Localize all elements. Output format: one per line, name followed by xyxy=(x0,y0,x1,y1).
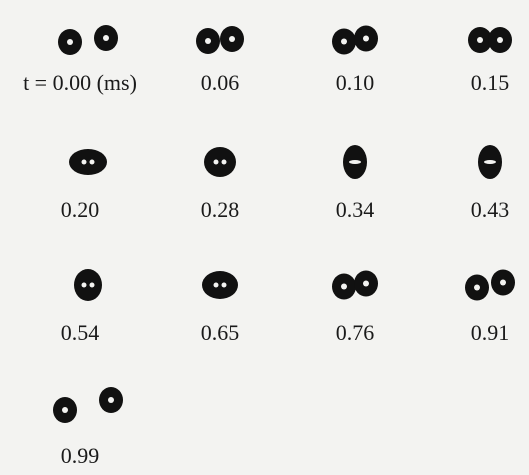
droplet-highlight xyxy=(90,160,95,165)
droplet-highlight xyxy=(229,36,235,42)
droplet-highlight xyxy=(349,160,361,164)
droplet-highlight xyxy=(477,37,483,43)
droplet-highlight xyxy=(108,397,114,403)
time-label: 0.06 xyxy=(201,70,240,95)
merged-droplet xyxy=(204,147,236,177)
droplet-highlight xyxy=(205,38,211,44)
droplet-highlight xyxy=(222,283,227,288)
droplet-highlight xyxy=(341,39,347,45)
time-label: 0.65 xyxy=(201,320,240,345)
droplet-highlight xyxy=(474,285,480,291)
droplet-highlight xyxy=(484,160,496,164)
merged-droplet xyxy=(74,269,102,301)
figure: t = 0.00 (ms) 0.06 0.10 0.15 0.20 0.28 0.34 0.4… xyxy=(0,0,529,475)
droplet-highlight xyxy=(341,284,347,290)
droplet-highlight xyxy=(214,283,219,288)
time-label: 0.76 xyxy=(336,320,375,345)
time-label: 0.34 xyxy=(336,197,375,222)
droplet-highlight xyxy=(497,37,503,43)
time-label: 0.99 xyxy=(61,443,100,468)
merged-droplet xyxy=(202,271,238,299)
time-label: t = 0.00 (ms) xyxy=(23,70,137,95)
droplet-highlight xyxy=(214,160,219,165)
droplet-highlight xyxy=(62,407,68,413)
droplet-highlight xyxy=(103,35,109,41)
droplet-highlight xyxy=(222,160,227,165)
time-label: 0.91 xyxy=(471,320,510,345)
droplet-highlight xyxy=(363,281,369,287)
droplet-highlight xyxy=(67,39,73,45)
droplet-highlight xyxy=(363,36,369,42)
droplet-highlight xyxy=(82,160,87,165)
time-label: 0.10 xyxy=(336,70,375,95)
time-label: 0.20 xyxy=(61,197,100,222)
time-label: 0.54 xyxy=(61,320,100,345)
page: {"frames": [ {"label": "t = 0.00 (ms)"},… xyxy=(0,0,529,475)
time-label: 0.43 xyxy=(471,197,510,222)
droplet-highlight xyxy=(82,283,87,288)
time-label: 0.28 xyxy=(201,197,240,222)
merged-droplet xyxy=(69,149,107,175)
droplet-highlight xyxy=(90,283,95,288)
time-label: 0.15 xyxy=(471,70,510,95)
droplet-highlight xyxy=(500,280,506,286)
